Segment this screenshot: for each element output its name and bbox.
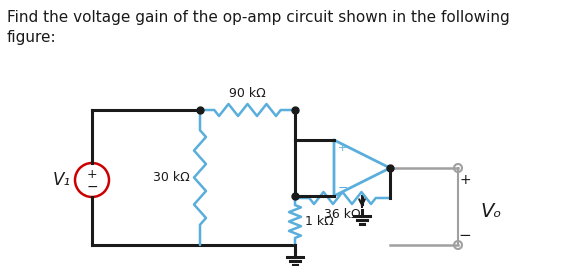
- Text: V₁: V₁: [53, 171, 71, 189]
- Text: +: +: [87, 168, 98, 181]
- Text: 1 kΩ: 1 kΩ: [305, 215, 333, 228]
- Text: +: +: [338, 143, 347, 153]
- Text: −: −: [459, 227, 471, 243]
- Text: 36 kΩ: 36 kΩ: [324, 208, 361, 221]
- Text: 30 kΩ: 30 kΩ: [153, 171, 190, 184]
- Text: Find the voltage gain of the op-amp circuit shown in the following
figure:: Find the voltage gain of the op-amp circ…: [7, 10, 510, 45]
- Text: 90 kΩ: 90 kΩ: [229, 87, 266, 100]
- Text: −: −: [86, 180, 98, 194]
- Text: Vₒ: Vₒ: [480, 202, 502, 221]
- Text: −: −: [338, 181, 348, 194]
- Text: +: +: [459, 173, 471, 187]
